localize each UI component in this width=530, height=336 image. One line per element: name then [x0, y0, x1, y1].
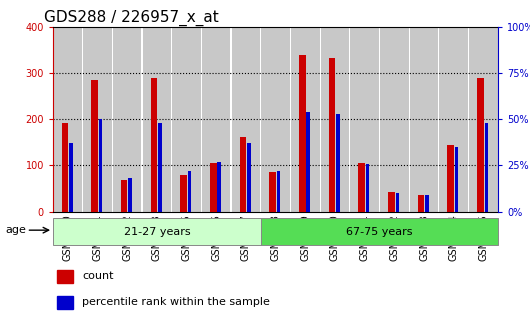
Bar	[232, 27, 260, 212]
Bar	[455, 147, 458, 212]
Bar	[121, 180, 128, 212]
Bar	[91, 80, 98, 212]
Bar	[418, 195, 425, 212]
Bar	[380, 27, 409, 212]
Bar	[188, 171, 191, 212]
Bar	[113, 27, 142, 212]
Bar	[439, 27, 468, 212]
Bar	[425, 195, 429, 212]
Bar	[53, 218, 261, 245]
Bar	[447, 145, 454, 212]
Bar	[54, 27, 82, 212]
Bar	[69, 143, 73, 212]
Bar	[61, 123, 68, 212]
Bar	[277, 171, 280, 212]
Bar	[366, 164, 369, 212]
Bar	[151, 78, 157, 212]
Bar	[158, 123, 162, 212]
Bar	[57, 270, 73, 283]
Bar	[202, 27, 231, 212]
Bar	[261, 218, 498, 245]
Text: percentile rank within the sample: percentile rank within the sample	[82, 297, 270, 307]
Bar	[210, 163, 217, 212]
Bar	[269, 172, 276, 212]
Bar	[388, 192, 395, 212]
Bar	[261, 27, 290, 212]
Text: 67-75 years: 67-75 years	[346, 227, 413, 237]
Text: count: count	[82, 271, 113, 281]
Text: GDS288 / 226957_x_at: GDS288 / 226957_x_at	[44, 9, 219, 26]
Bar	[240, 137, 246, 212]
Bar	[321, 27, 349, 212]
Bar	[247, 143, 251, 212]
Bar	[410, 27, 438, 212]
Bar	[329, 58, 335, 212]
Bar	[172, 27, 201, 212]
Bar	[143, 27, 171, 212]
Bar	[336, 114, 340, 212]
Text: age: age	[5, 225, 26, 235]
Bar	[291, 27, 320, 212]
Bar	[484, 123, 488, 212]
Bar	[477, 78, 484, 212]
Text: 21-27 years: 21-27 years	[123, 227, 190, 237]
Bar	[83, 27, 112, 212]
Bar	[469, 27, 498, 212]
Bar	[180, 175, 187, 212]
Bar	[57, 296, 73, 308]
Bar	[395, 193, 399, 212]
Bar	[128, 178, 132, 212]
Bar	[306, 112, 310, 212]
Bar	[217, 162, 221, 212]
Bar	[350, 27, 379, 212]
Bar	[99, 119, 102, 212]
Bar	[299, 55, 306, 212]
Bar	[358, 163, 365, 212]
